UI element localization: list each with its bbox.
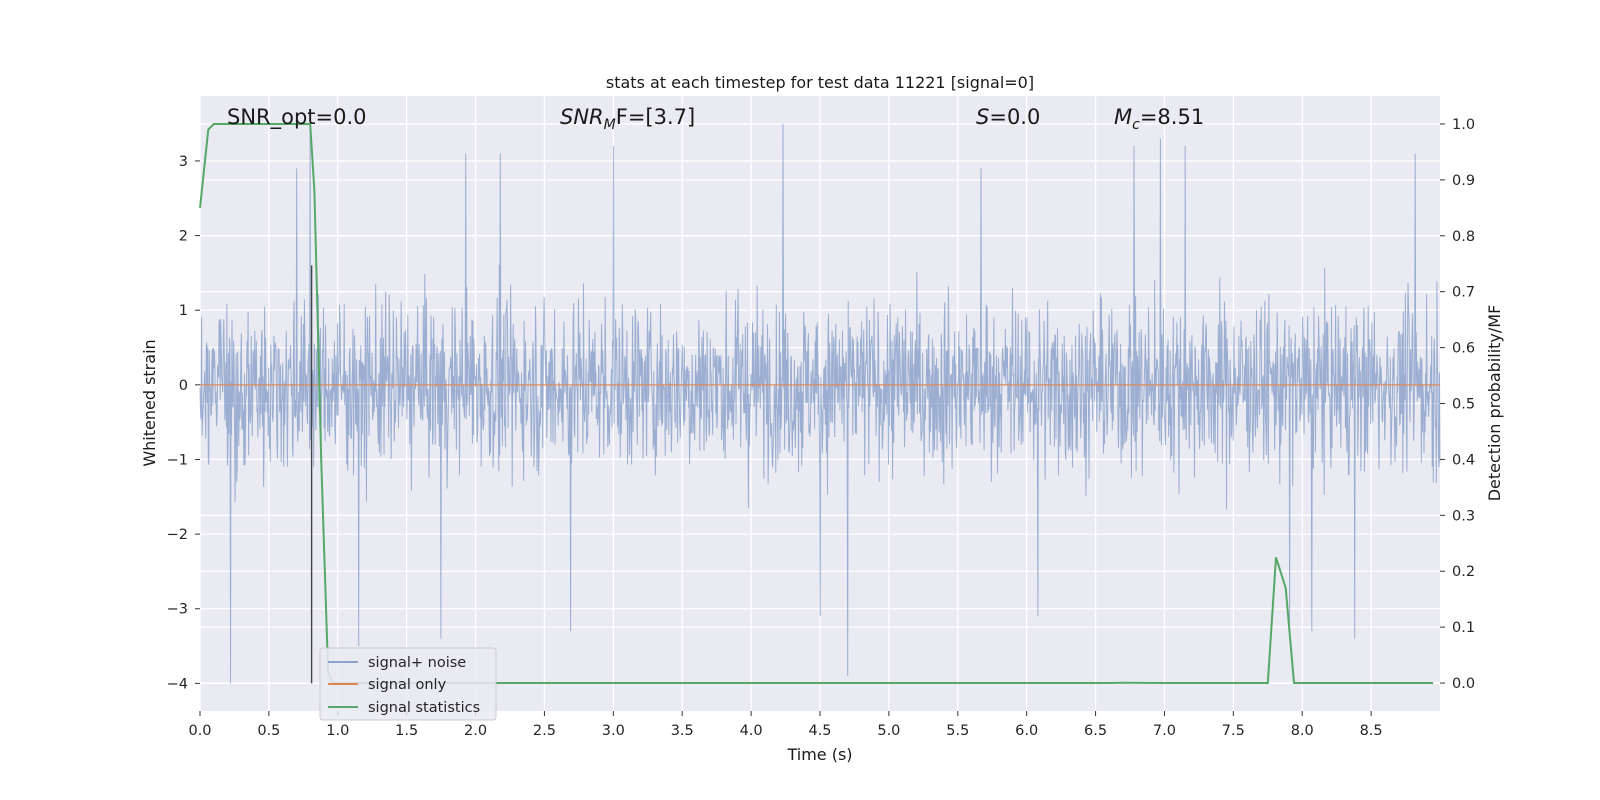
y-tick-label-4: 0 xyxy=(179,378,188,394)
x-tick-label-6: 3.0 xyxy=(602,723,625,739)
y2-tick-label-7: 0.7 xyxy=(1452,285,1475,301)
mc-main: M xyxy=(1114,105,1132,129)
y2-tick-label-9: 0.9 xyxy=(1452,173,1475,189)
legend-label-signal-only: signal only xyxy=(368,677,447,693)
legend: signal+ noise signal only signal statist… xyxy=(319,647,497,721)
x-tick-label-9: 4.5 xyxy=(808,723,831,739)
s-main: S xyxy=(976,105,989,129)
x-tick-label-4: 2.0 xyxy=(464,723,487,739)
y2-tick-label-8: 0.8 xyxy=(1452,229,1475,245)
x-axis-label: Time (s) xyxy=(786,745,852,764)
s-rest: =0.0 xyxy=(989,105,1040,129)
x-tick-label-1: 0.5 xyxy=(257,723,280,739)
y2-axis-ticks: 0.0 0.1 0.2 0.3 0.4 0.5 0.6 0.7 0.8 0.9 1.0 xyxy=(1440,117,1475,692)
x-tick-label-0: 0.0 xyxy=(188,723,211,739)
y-tick-label-0: −4 xyxy=(167,676,188,692)
series-signal-plus-noise xyxy=(199,123,1441,684)
x-tick-label-17: 8.5 xyxy=(1360,723,1383,739)
mc-rest: =8.51 xyxy=(1140,105,1204,129)
x-tick-label-3: 1.5 xyxy=(395,723,418,739)
y-tick-label-1: −3 xyxy=(167,602,188,618)
y-axis-label: Whitened strain xyxy=(140,339,159,466)
x-tick-label-13: 6.5 xyxy=(1084,723,1107,739)
snr-mf-sub: M xyxy=(604,117,616,133)
legend-label-signal-statistics: signal statistics xyxy=(368,700,480,716)
annotation-snr-opt: SNR_opt=0.0 xyxy=(227,105,367,130)
y2-tick-label-10: 1.0 xyxy=(1452,117,1475,133)
y2-tick-label-1: 0.1 xyxy=(1452,620,1475,636)
noise-trace xyxy=(199,123,1441,684)
y-tick-label-3: −1 xyxy=(167,452,188,468)
y2-tick-label-2: 0.2 xyxy=(1452,564,1475,580)
y2-tick-label-0: 0.0 xyxy=(1452,676,1475,692)
annotation-s: S=0.0 xyxy=(976,105,1040,129)
x-tick-label-15: 7.5 xyxy=(1222,723,1245,739)
snr-mf-rest: F=[3.7] xyxy=(616,105,695,129)
y2-tick-label-5: 0.5 xyxy=(1452,397,1475,413)
x-tick-label-5: 2.5 xyxy=(533,723,556,739)
x-axis-ticks: 0.0 0.5 1.0 1.5 2.0 2.5 3.0 3.5 4.0 4.5 5.0 5.5 6.0 6… xyxy=(188,711,1383,739)
annotation-mc: Mc=8.51 xyxy=(1114,105,1204,133)
x-tick-label-8: 4.0 xyxy=(740,723,763,739)
mc-sub: c xyxy=(1132,117,1140,133)
x-tick-label-16: 8.0 xyxy=(1291,723,1314,739)
chart-title: stats at each timestep for test data 112… xyxy=(606,73,1034,92)
y-tick-label-2: −2 xyxy=(167,527,188,543)
y2-tick-label-4: 0.4 xyxy=(1452,452,1475,468)
y-tick-label-5: 1 xyxy=(179,303,188,319)
y2-tick-label-6: 0.6 xyxy=(1452,341,1475,357)
y-tick-label-7: 3 xyxy=(179,154,188,170)
x-tick-label-2: 1.0 xyxy=(326,723,349,739)
annotation-snr-mf: SNRMF=[3.7] xyxy=(560,105,695,133)
y2-axis-label: Detection probability/MF xyxy=(1485,305,1504,502)
x-tick-label-12: 6.0 xyxy=(1015,723,1038,739)
y2-tick-label-3: 0.3 xyxy=(1452,508,1475,524)
x-tick-label-7: 3.5 xyxy=(671,723,694,739)
x-tick-label-14: 7.0 xyxy=(1153,723,1176,739)
x-tick-label-10: 5.0 xyxy=(877,723,900,739)
legend-label-signal-plus-noise: signal+ noise xyxy=(368,655,466,671)
snr-mf-main: SNR xyxy=(560,105,604,129)
x-tick-label-11: 5.5 xyxy=(946,723,969,739)
y-axis-ticks: −4 −3 −2 −1 0 1 2 3 xyxy=(167,154,200,692)
y-tick-label-6: 2 xyxy=(179,229,188,245)
legend-box xyxy=(319,647,497,721)
